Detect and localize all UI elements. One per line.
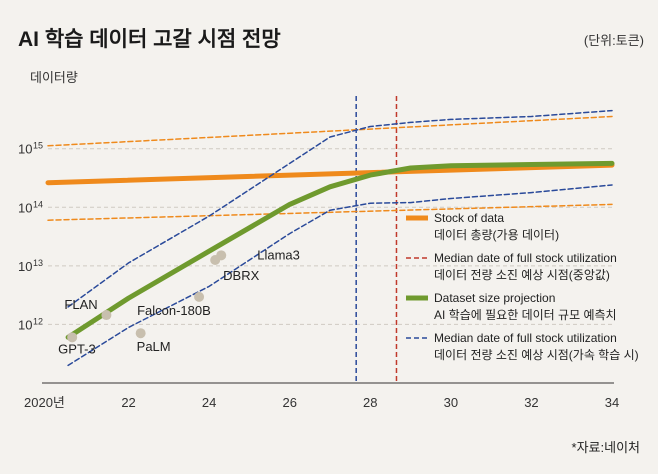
- x-tick-label-2022: 22: [121, 395, 135, 410]
- x-tick-label-2030: 30: [444, 395, 458, 410]
- model-label-gpt-3: GPT-3: [58, 341, 96, 356]
- source-note: *자료:네이처: [572, 440, 640, 455]
- y-tick-label-12: 10: [18, 317, 32, 332]
- model-label-dbrx: DBRX: [223, 268, 259, 283]
- y-tick-label-14: 10: [18, 200, 32, 215]
- x-tick-label-2026: 26: [282, 395, 296, 410]
- y-axis-label: 데이터량: [30, 70, 78, 85]
- legend-sublabel-median_full: 데이터 전량 소진 예상 시점(중앙값): [434, 268, 610, 282]
- series-projection_lower: [67, 184, 613, 367]
- model-dot-flan: [101, 310, 112, 321]
- model-layer: GPT-3 FLAN PaLM Falcon-180B DBRX Llama3: [58, 247, 300, 356]
- x-tick-label-2034: 34: [605, 395, 619, 410]
- legend-sublabel-stock: 데이터 총량(가용 데이터): [434, 228, 559, 242]
- legend-label-projection: Dataset size projection: [434, 291, 555, 305]
- legend-sublabel-median_accel: 데이터 전량 소진 예상 시점(가속 학습 시): [434, 348, 639, 362]
- legend-label-median_accel: Median date of full stock utilization: [434, 331, 617, 345]
- model-label-flan: FLAN: [64, 297, 97, 312]
- model-dot-falcon-180b: [194, 291, 205, 302]
- y-tick-label-15: 10: [18, 142, 32, 157]
- series-stock_lower: [47, 203, 613, 221]
- x-tick-label-2028: 28: [363, 395, 377, 410]
- y-tick-exponent-12: 12: [33, 316, 43, 326]
- legend-label-stock: Stock of data: [434, 211, 504, 225]
- y-tick-exponent-15: 15: [33, 141, 43, 151]
- legend-sublabel-projection: AI 학습에 필요한 데이터 규모 예측치: [434, 308, 617, 322]
- x-tick-label-2032: 32: [524, 395, 538, 410]
- legend-label-median_full: Median date of full stock utilization: [434, 251, 617, 265]
- legend: Stock of data 데이터 총량(가용 데이터) Median date o…: [406, 211, 639, 362]
- model-label-palm: PaLM: [137, 339, 171, 354]
- series-projection: [65, 160, 615, 340]
- model-label-falcon-180b: Falcon-180B: [137, 303, 211, 318]
- series-projection_upper: [67, 109, 613, 308]
- model-label-llama3: Llama3: [257, 247, 300, 262]
- y-tick-label-13: 10: [18, 259, 32, 274]
- series-stock: [45, 162, 615, 186]
- model-dot-palm: [135, 328, 146, 339]
- model-dot-llama3: [216, 250, 227, 261]
- series-layer: [45, 96, 615, 383]
- chart-title: AI 학습 데이터 고갈 시점 전망: [18, 28, 281, 51]
- model-dot-gpt-3: [67, 332, 78, 343]
- y-tick-exponent-13: 13: [33, 258, 43, 268]
- x-tick-label-2020: 2020년: [24, 395, 65, 410]
- y-tick-exponent-14: 14: [33, 199, 43, 209]
- series-stock_upper: [47, 115, 613, 147]
- x-tick-label-2024: 24: [202, 395, 216, 410]
- unit-note: (단위:토큰): [584, 33, 644, 48]
- grid-layer: [48, 148, 612, 325]
